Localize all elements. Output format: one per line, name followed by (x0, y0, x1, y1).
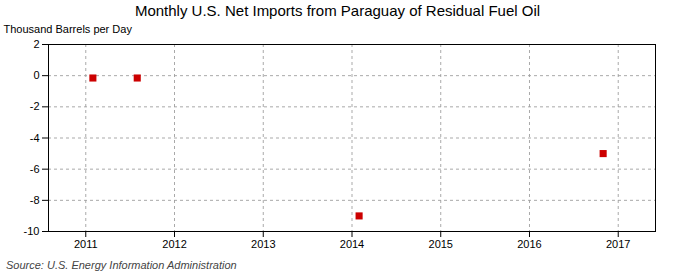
svg-text:2015: 2015 (429, 238, 453, 250)
svg-text:2013: 2013 (251, 238, 275, 250)
svg-text:2011: 2011 (74, 238, 98, 250)
svg-text:-8: -8 (30, 194, 40, 206)
svg-text:Thousand Barrels per Day: Thousand Barrels per Day (4, 23, 133, 35)
html-text:Source: U.S. Energy Informatio: Source: U.S. Energy Information Administ… (6, 259, 237, 271)
svg-text:0: 0 (33, 69, 39, 81)
html-text:Monthly U.S. Net Imports from: Monthly U.S. Net Imports from Paraguay o… (134, 2, 541, 19)
svg-text:-2: -2 (30, 100, 40, 112)
svg-text:2017: 2017 (606, 238, 630, 250)
svg-text:2016: 2016 (517, 238, 541, 250)
svg-text:-4: -4 (30, 132, 40, 144)
svg-text:2: 2 (33, 38, 39, 50)
svg-text:2014: 2014 (340, 238, 364, 250)
svg-text:-6: -6 (30, 163, 40, 175)
svg-text:2012: 2012 (162, 238, 186, 250)
svg-text:-10: -10 (24, 225, 40, 237)
